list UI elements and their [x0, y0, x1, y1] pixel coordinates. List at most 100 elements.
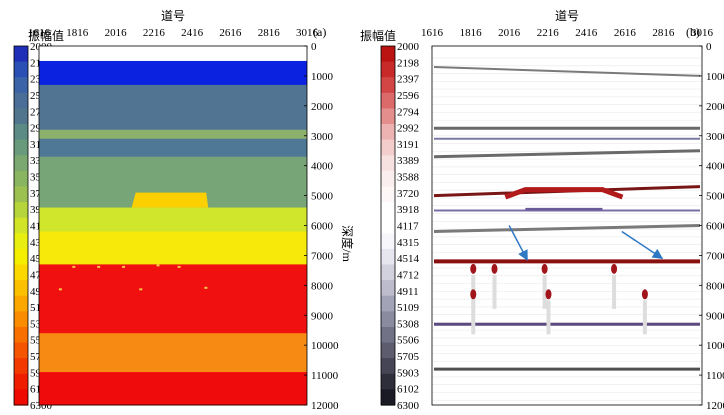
x-tick-label: 2416 — [181, 27, 204, 39]
y-tick-label: 2000 — [706, 101, 724, 113]
colorbar-swatch — [14, 155, 28, 172]
y-tick-label: 5000 — [706, 191, 724, 203]
velocity-layer — [39, 372, 307, 406]
x-tick-label: 1616 — [28, 27, 51, 39]
colorbar-swatch — [381, 46, 395, 63]
colorbar-swatch — [381, 61, 395, 78]
y-tick-label: 6000 — [706, 221, 724, 233]
colorbar-swatch — [14, 217, 28, 234]
y-tick-label: 6000 — [311, 221, 334, 233]
colorbar-tick-label: 2596 — [397, 90, 420, 102]
colorbar-tick-label: 2397 — [397, 74, 420, 86]
colorbar-tick-label: 5705 — [397, 351, 420, 363]
colorbar-swatch — [14, 280, 28, 297]
colorbar-swatch — [381, 295, 395, 312]
colorbar-tick-label: 3191 — [397, 139, 419, 151]
colorbar-tick-label: 2794 — [397, 106, 420, 118]
velocity-layer — [39, 138, 307, 158]
reflector-event — [433, 224, 701, 233]
colorbar-swatch — [381, 326, 395, 344]
y-tick-label: 12000 — [706, 400, 724, 412]
x-tick-label: 3016 — [296, 27, 319, 39]
colorbar-swatch — [14, 342, 28, 359]
panel-b: 振幅值2000219823972596279429923191338935883… — [360, 9, 724, 412]
x-tick-label: 2216 — [143, 27, 166, 39]
colorbar-swatch — [381, 358, 395, 375]
colorbar-tick-label: 5109 — [397, 302, 420, 314]
colorbar-swatch — [14, 186, 28, 203]
layer-speckle — [204, 286, 208, 289]
colorbar-tick-label: 5903 — [397, 367, 420, 379]
y-tick-label: 11000 — [311, 370, 339, 382]
colorbar-swatch — [381, 248, 395, 266]
colorbar-swatch — [14, 92, 28, 110]
colorbar-swatch — [14, 139, 28, 156]
y-tick-label: 4000 — [706, 161, 724, 173]
colorbar-swatch — [14, 389, 28, 406]
colorbar-swatch — [14, 248, 28, 266]
colorbar-swatch — [381, 217, 395, 234]
velocity-layer — [39, 84, 307, 131]
y-tick-label: 9000 — [311, 310, 334, 322]
colorbar-swatch — [14, 46, 28, 63]
annotation-arrow — [508, 225, 528, 261]
colorbar-swatch — [14, 264, 28, 281]
colorbar-frame — [380, 45, 396, 406]
y-tick-label: 1000 — [311, 71, 334, 83]
x-tick-label: 2816 — [652, 27, 675, 39]
colorbar-tick-label: 5308 — [397, 318, 420, 330]
diffraction-point — [611, 263, 618, 274]
y-tick-label: 2000 — [311, 101, 334, 113]
y-tick-label: 5000 — [311, 191, 334, 203]
colorbar-tick-label: 3720 — [397, 188, 420, 200]
colorbar-swatch — [14, 124, 28, 141]
y-tick-label: 3000 — [706, 131, 724, 143]
panel-a: 振幅值2000219823972596279429923191338935883… — [13, 9, 355, 412]
y-tick-label: 0 — [706, 41, 712, 53]
colorbar-swatch — [14, 326, 28, 344]
velocity-layer — [39, 129, 307, 140]
layer-speckle — [156, 264, 160, 267]
y-tick-label: 8000 — [706, 280, 724, 292]
y-tick-label: 8000 — [311, 280, 334, 292]
x-tick-label: 3016 — [691, 27, 714, 39]
panel-label: (a) — [313, 25, 326, 39]
colorbar-tick-label: 4514 — [397, 253, 420, 265]
colorbar-tick-label: 2000 — [397, 41, 420, 53]
colorbar-tick-label: 6300 — [397, 400, 420, 412]
diffraction-point — [491, 263, 498, 274]
colorbar-label: 振幅值 — [360, 28, 396, 43]
layer-speckle — [139, 288, 143, 291]
y-tick-label: 12000 — [311, 400, 339, 412]
colorbar-swatch — [381, 202, 395, 219]
colorbar-label: 振幅值 — [28, 28, 64, 43]
colorbar-swatch — [14, 108, 28, 125]
colorbar-swatch — [381, 108, 395, 125]
anomaly-top-reflector — [504, 187, 624, 200]
y-tick-label: 11000 — [706, 370, 724, 382]
panel-label: (b) — [686, 25, 700, 39]
velocity-layer — [39, 60, 307, 86]
diffraction-point — [541, 263, 548, 274]
x-tick-label: 2616 — [219, 27, 242, 39]
colorbar-swatch — [14, 202, 28, 219]
y-tick-label: 1000 — [706, 71, 724, 83]
colorbar-frame — [13, 45, 29, 406]
x-axis-label: 道号 — [555, 9, 579, 23]
y-tick-label: 10000 — [311, 340, 339, 352]
colorbar-tick-label: 2992 — [397, 123, 419, 135]
x-tick-label: 2416 — [575, 27, 598, 39]
colorbar-swatch — [14, 295, 28, 312]
diffraction-point — [470, 263, 477, 274]
x-tick-label: 1816 — [66, 27, 89, 39]
colorbar-swatch — [381, 389, 395, 406]
colorbar-swatch — [381, 170, 395, 188]
velocity-layer — [39, 264, 307, 334]
y-tick-label: 7000 — [311, 250, 334, 262]
y-tick-label: 4000 — [311, 161, 334, 173]
y-tick-label: 9000 — [706, 310, 724, 322]
colorbar-swatch — [381, 155, 395, 172]
y-tick-label: 10000 — [706, 340, 724, 352]
colorbar-tick-label: 3918 — [397, 204, 420, 216]
